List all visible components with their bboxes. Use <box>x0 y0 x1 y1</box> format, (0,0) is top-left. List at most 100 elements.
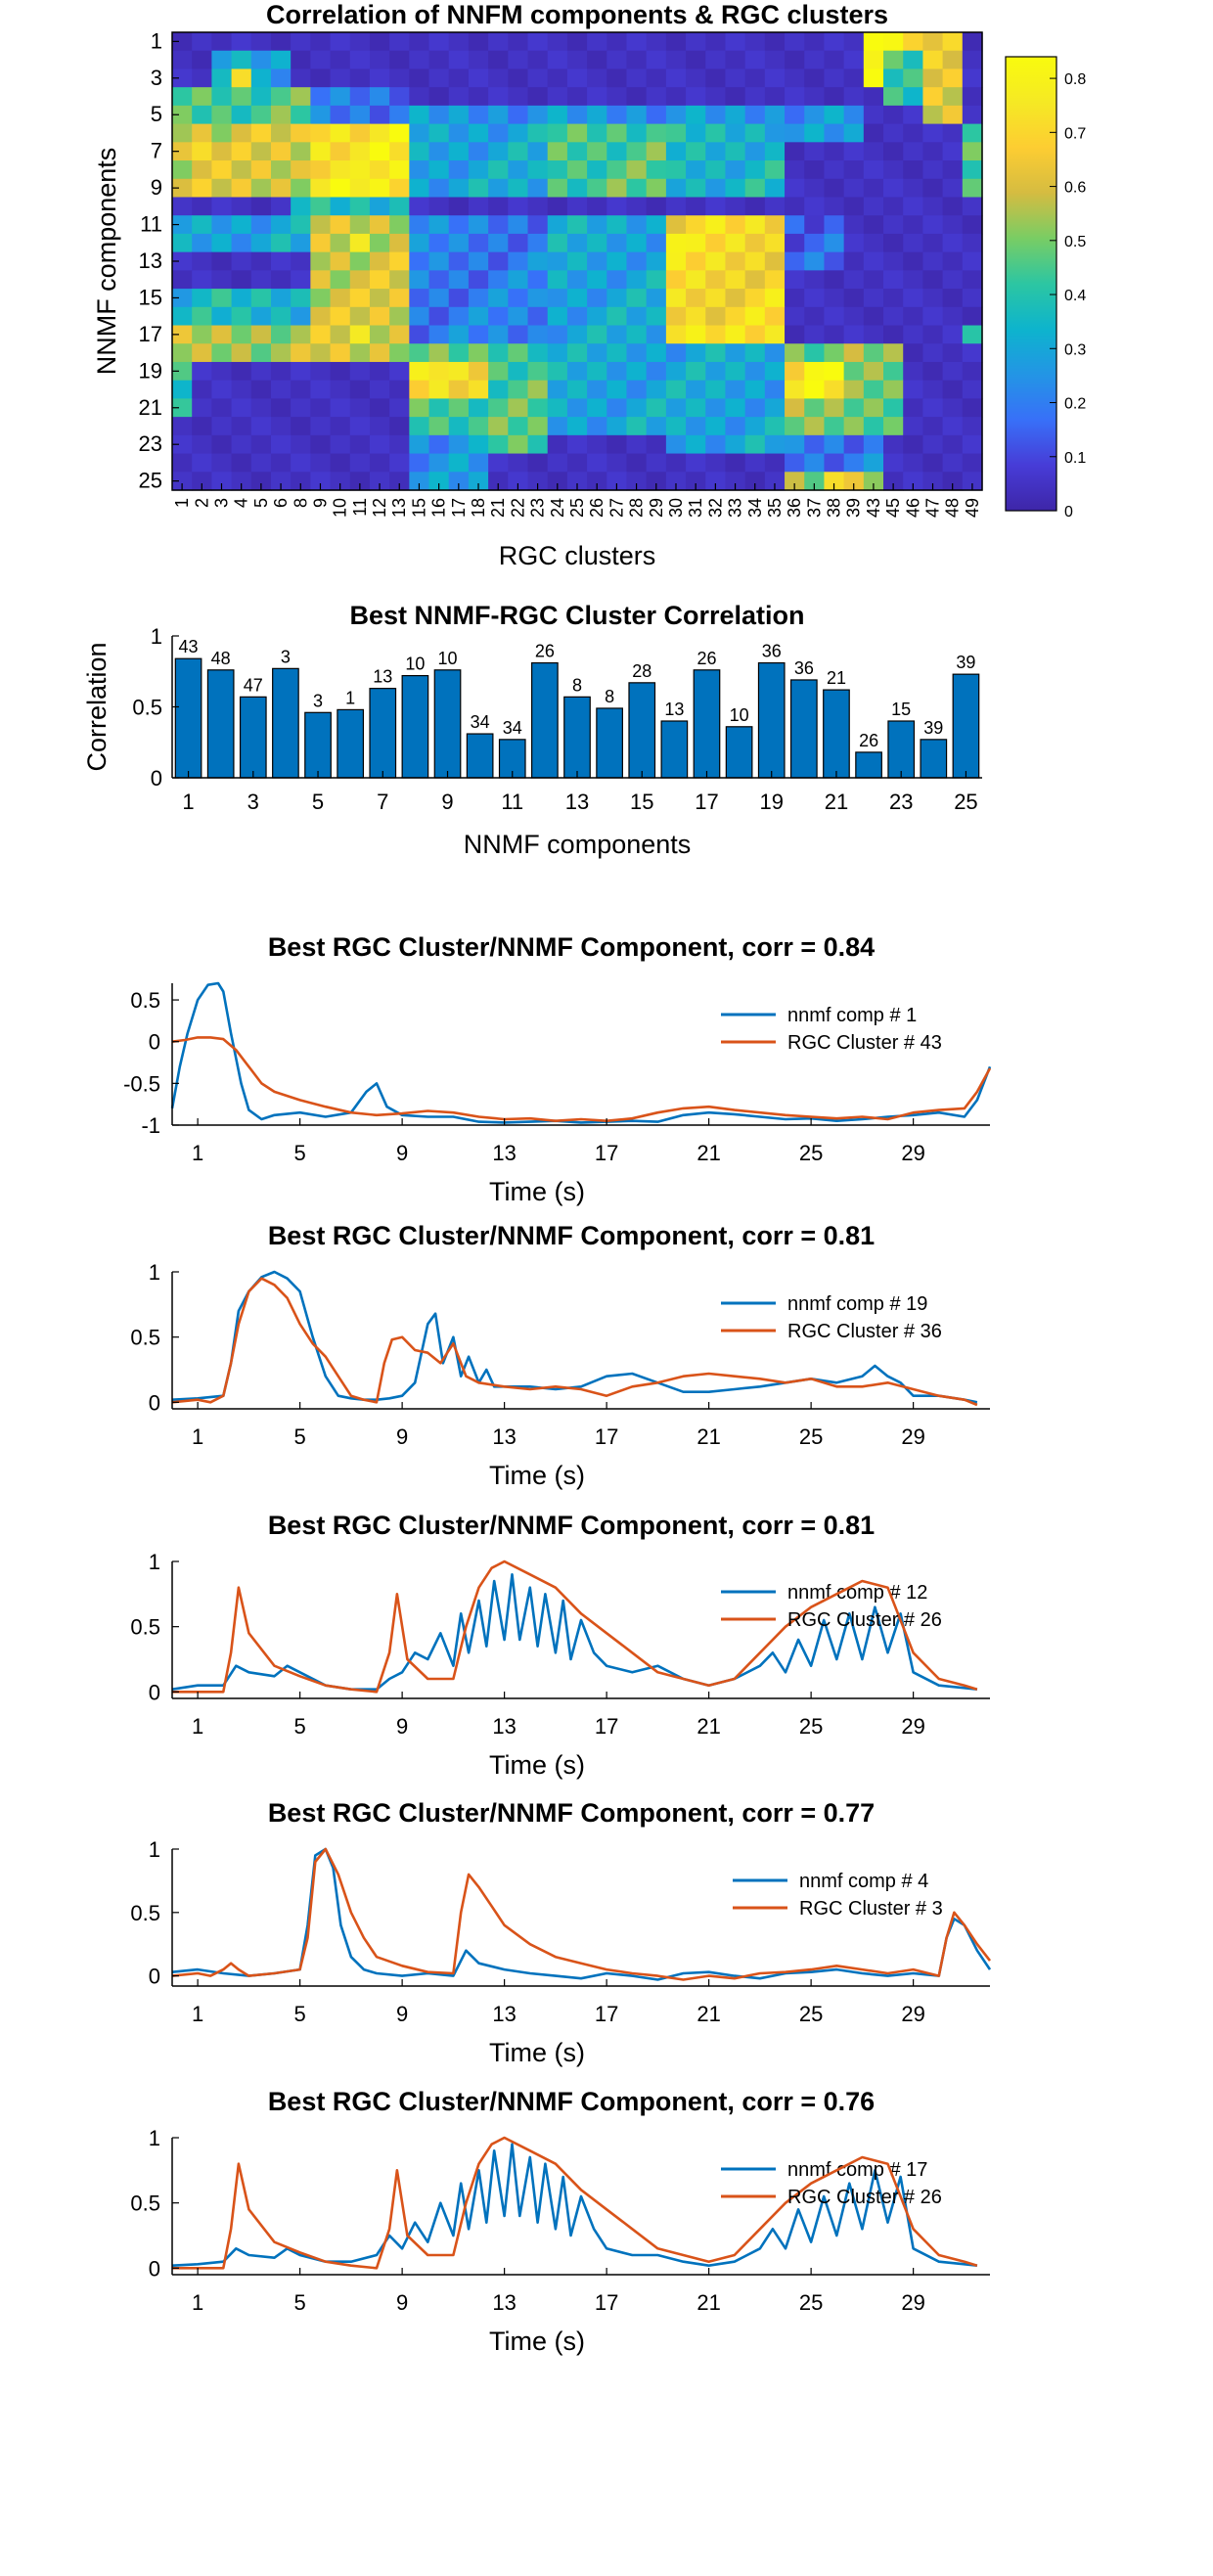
heatmap-cell <box>646 434 667 455</box>
heatmap-cell <box>626 50 648 70</box>
heatmap-cell <box>962 105 983 125</box>
heatmap-cell <box>922 380 944 399</box>
heatmap-cell <box>883 50 904 70</box>
heatmap-cell <box>468 343 489 363</box>
heatmap-cell <box>606 32 628 52</box>
heatmap-cell <box>785 32 805 52</box>
heatmap-cell <box>883 434 904 455</box>
heatmap-cell <box>903 380 924 399</box>
heatmap-cell <box>883 215 904 235</box>
heatmap-cell <box>725 142 746 161</box>
heatmap-cell <box>211 142 233 161</box>
heatmap-cell <box>626 325 648 344</box>
series-line <box>172 1559 978 1694</box>
heatmap-cell <box>310 453 332 473</box>
heatmap-cell <box>270 453 292 473</box>
heatmap-cell <box>646 398 667 418</box>
heatmap-cell <box>369 361 390 382</box>
heatmap-cell <box>587 105 607 125</box>
heatmap-cell <box>527 398 549 418</box>
heatmap-cell <box>527 197 549 216</box>
heatmap-cell <box>270 142 292 161</box>
heatmap-cell <box>883 289 904 308</box>
colorbar-tick-label: 0 <box>1064 504 1073 520</box>
heatmap-cell <box>764 215 786 235</box>
heatmap-cell <box>428 343 450 363</box>
heatmap-xtick-label: 18 <box>469 498 488 518</box>
line-xtick-label: 21 <box>696 2002 720 2026</box>
line-xtick-label: 17 <box>595 1424 618 1449</box>
heatmap-xtick-label: 35 <box>765 498 785 518</box>
heatmap-cell <box>369 50 390 70</box>
heatmap-cell <box>942 178 964 199</box>
heatmap-cell <box>172 123 193 143</box>
heatmap-cell <box>349 361 371 382</box>
heatmap-cell <box>409 251 430 271</box>
heatmap-cell <box>291 32 311 52</box>
heatmap-cell <box>922 417 944 436</box>
heatmap-cell <box>824 197 845 216</box>
heatmap-cell <box>903 178 924 199</box>
heatmap-cell <box>369 233 390 253</box>
heatmap-cell <box>843 289 865 308</box>
heatmap-cell <box>744 251 766 271</box>
bar <box>304 711 332 779</box>
heatmap-cell <box>665 398 687 418</box>
heatmap-cell <box>508 50 529 70</box>
heatmap-cell <box>291 68 311 88</box>
heatmap-cell <box>922 32 944 52</box>
heatmap-cell <box>231 251 252 271</box>
line-ytick-label: 1 <box>149 1837 160 1862</box>
heatmap-cell <box>665 380 687 399</box>
heatmap-cell <box>291 233 311 253</box>
heatmap-cell <box>389 306 410 327</box>
heatmap-cell <box>192 434 212 455</box>
heatmap-cell <box>527 361 549 382</box>
heatmap-cell <box>231 417 252 436</box>
heatmap-cell <box>389 361 410 382</box>
heatmap-cell <box>626 123 648 143</box>
heatmap-cell <box>527 105 549 125</box>
legend-entry: RGC Cluster # 43 <box>787 1032 942 1054</box>
heatmap-cell <box>231 380 252 399</box>
heatmap-cell <box>764 289 786 308</box>
heatmap-xtick-label: 4 <box>232 498 251 508</box>
heatmap-cell <box>389 105 410 125</box>
heatmap-cell <box>942 87 964 107</box>
heatmap-cell <box>903 343 924 363</box>
bar-xtick-label: 25 <box>954 790 977 814</box>
heatmap-cell <box>705 306 727 327</box>
heatmap-cell <box>448 472 470 491</box>
heatmap-cell <box>606 160 628 180</box>
heatmap-cell <box>942 472 964 491</box>
heatmap-cell <box>172 325 193 344</box>
heatmap-cell <box>409 215 430 235</box>
heatmap-cell <box>863 270 884 290</box>
heatmap-cell <box>843 50 865 70</box>
bar-xtick-label: 5 <box>312 790 324 814</box>
heatmap-cell <box>211 306 233 327</box>
heatmap-cell <box>508 453 529 473</box>
heatmap-cell <box>804 215 826 235</box>
legend-entry: nnmf comp # 19 <box>787 1293 927 1315</box>
heatmap-cell <box>389 325 410 344</box>
heatmap-cell <box>231 325 252 344</box>
bar-label: 8 <box>572 675 582 695</box>
heatmap-cell <box>764 233 786 253</box>
heatmap-cell <box>566 68 588 88</box>
bar-label: 34 <box>471 712 490 732</box>
heatmap-xtick-label: 9 <box>310 498 330 508</box>
heatmap-cell <box>330 50 351 70</box>
heatmap-cell <box>349 32 371 52</box>
line-ytick-label: 0 <box>149 1030 160 1055</box>
heatmap-cell <box>488 233 509 253</box>
heatmap-cell <box>192 87 212 107</box>
heatmap-cell <box>962 197 983 216</box>
heatmap-cell <box>547 453 568 473</box>
line-xtick-label: 21 <box>696 1714 720 1739</box>
series-line <box>171 2143 978 2267</box>
bar <box>725 726 753 779</box>
heatmap-cell <box>369 32 390 52</box>
heatmap-cell <box>705 289 727 308</box>
heatmap-cell <box>428 160 450 180</box>
